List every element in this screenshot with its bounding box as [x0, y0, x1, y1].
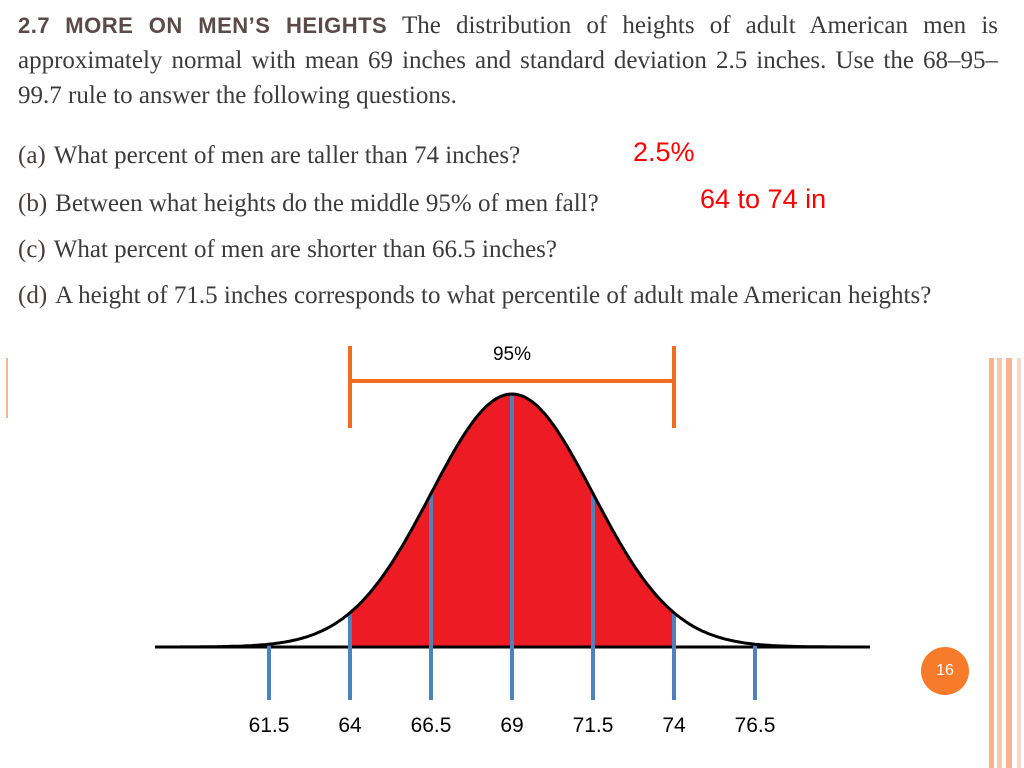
decor-stripe — [989, 358, 994, 768]
problem-number: 2.7 — [18, 13, 51, 38]
normal-curve — [180, 392, 840, 649]
question-b: (b) Between what heights do the middle 95… — [18, 186, 599, 221]
question-text: What percent of men are taller than 74 i… — [53, 142, 521, 169]
tick-label: 76.5 — [735, 714, 776, 737]
question-text: What percent of men are shorter than 66.… — [53, 236, 558, 263]
question-text: A height of 71.5 inches corresponds to w… — [55, 282, 932, 309]
question-label: (c) — [18, 236, 46, 263]
answer-b: 64 to 74 in — [700, 184, 827, 214]
problem-heading: MORE ON MEN’S HEIGHTS — [65, 13, 388, 38]
page-number-badge: 16 — [921, 647, 969, 695]
bracket-label: 95% — [493, 344, 531, 365]
answer-a: 2.5% — [633, 137, 695, 167]
tick-label: 74 — [662, 714, 686, 737]
tick-labels: 61.5 64 66.5 69 71.5 74 76.5 — [249, 714, 776, 737]
question-text: Between what heights do the middle 95% o… — [55, 190, 599, 217]
decor-stripe — [1006, 358, 1012, 768]
sd-tick-lines — [267, 394, 757, 700]
tick-label: 61.5 — [249, 714, 290, 737]
problem-intro-text: The distribution of heights of adult Ame… — [18, 12, 999, 109]
question-label: (b) — [18, 190, 48, 217]
question-a: (a) What percent of men are taller than 7… — [18, 138, 520, 173]
tick-label: 66.5 — [411, 714, 452, 737]
textbook-excerpt: 2.7 MORE ON MEN’S HEIGHTS The distributi… — [18, 8, 998, 309]
tick-label: 71.5 — [573, 714, 614, 737]
question-label: (d) — [18, 282, 48, 309]
tick-label: 64 — [338, 714, 362, 737]
question-label: (a) — [18, 142, 46, 169]
problem-intro: 2.7 MORE ON MEN’S HEIGHTS The distributi… — [18, 8, 998, 113]
decor-stripe — [997, 358, 1002, 768]
bracket-95 — [348, 346, 676, 428]
decor-stripe — [1017, 358, 1021, 768]
question-d: (d) A height of 71.5 inches corresponds t… — [18, 278, 998, 313]
decor-left-rule — [6, 358, 8, 418]
tick-label: 69 — [500, 714, 523, 737]
question-c: (c) What percent of men are shorter than … — [18, 232, 557, 267]
